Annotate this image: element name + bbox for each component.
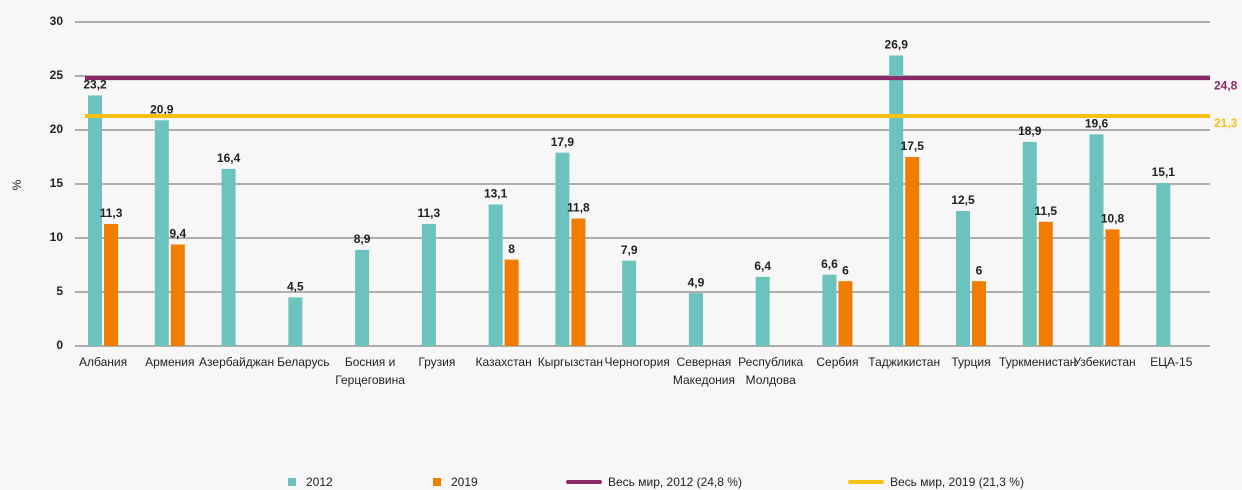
y-axis-label: % xyxy=(10,179,24,190)
data-label: 8 xyxy=(508,242,515,256)
x-tick-label: ЕЦА-15 xyxy=(1150,355,1193,369)
y-tick-label: 5 xyxy=(56,284,63,298)
bar xyxy=(488,204,503,346)
data-label: 13,1 xyxy=(484,187,508,201)
data-label: 8,9 xyxy=(354,232,371,246)
bar xyxy=(838,281,853,346)
x-tick-label: Босния и Герцеговина xyxy=(335,355,405,387)
bar xyxy=(1089,134,1104,346)
bar xyxy=(955,211,970,346)
data-label: 20,9 xyxy=(150,102,174,116)
bar xyxy=(288,297,303,346)
bar xyxy=(822,274,837,346)
data-label: 4,5 xyxy=(287,280,304,294)
x-tick-label: Кыргызстан xyxy=(538,355,603,369)
bar xyxy=(421,223,436,346)
x-tick-label: Албания xyxy=(79,355,127,369)
bar xyxy=(571,218,586,346)
y-tick-label: 15 xyxy=(50,176,64,190)
data-label: 16,4 xyxy=(217,151,241,165)
data-label: 11,3 xyxy=(418,206,441,220)
x-tick-label: Республика Молдова xyxy=(738,355,803,387)
data-label: 11,3 xyxy=(100,206,123,220)
x-tick-label: Армения xyxy=(145,355,194,369)
bar xyxy=(905,157,920,346)
bar xyxy=(221,168,236,346)
x-tick-label: Сербия xyxy=(816,355,858,369)
bar xyxy=(355,249,370,346)
data-label: 18,9 xyxy=(1018,124,1042,138)
bar xyxy=(971,281,986,346)
bar xyxy=(88,95,103,346)
legend-label: 2012 xyxy=(306,475,333,489)
reference-label: 24,8 xyxy=(1214,78,1238,92)
data-label: 6 xyxy=(976,263,983,277)
x-tick-label: Узбекистан xyxy=(1073,355,1135,369)
bar xyxy=(688,293,703,346)
bar xyxy=(755,276,770,346)
data-label: 6,4 xyxy=(754,259,771,273)
x-tick-label: Грузия xyxy=(418,355,455,369)
x-tick-label: Турция xyxy=(951,355,990,369)
bar xyxy=(1038,221,1053,346)
y-tick-label: 30 xyxy=(50,14,64,28)
x-tick-label: Туркменистан xyxy=(999,355,1076,369)
x-tick-label: Черногория xyxy=(605,355,670,369)
y-tick-label: 20 xyxy=(50,122,64,136)
y-tick-label: 25 xyxy=(50,68,64,82)
bar xyxy=(1105,229,1120,346)
data-label: 12,5 xyxy=(951,193,975,207)
x-tick-label: Казахстан xyxy=(476,355,532,369)
data-label: 11,8 xyxy=(567,201,590,215)
bar xyxy=(104,223,119,346)
data-label: 11,5 xyxy=(1034,204,1057,218)
x-tick-label: Таджикистан xyxy=(868,355,940,369)
data-label: 17,5 xyxy=(901,139,925,153)
data-label: 26,9 xyxy=(885,38,909,52)
bar xyxy=(622,260,637,346)
data-label: 19,6 xyxy=(1085,116,1109,130)
bar xyxy=(555,152,570,346)
bar xyxy=(170,244,185,346)
data-label: 9,4 xyxy=(169,227,186,241)
data-label: 10,8 xyxy=(1101,212,1125,226)
legend-label: Весь мир, 2019 (21,3 %) xyxy=(890,475,1024,489)
y-tick-label: 10 xyxy=(50,230,64,244)
legend-label: Весь мир, 2012 (24,8 %) xyxy=(608,475,742,489)
x-tick-label: Северная Македония xyxy=(673,355,735,387)
data-label: 23,2 xyxy=(83,78,107,92)
data-label: 7,9 xyxy=(621,243,638,257)
y-tick-label: 0 xyxy=(56,338,63,352)
data-label: 4,9 xyxy=(688,275,705,289)
bar xyxy=(889,55,904,346)
data-label: 15,1 xyxy=(1152,165,1176,179)
data-label: 6 xyxy=(842,263,849,277)
legend-label: 2019 xyxy=(451,475,478,489)
legend-swatch xyxy=(433,478,441,486)
data-label: 6,6 xyxy=(821,257,838,271)
bar xyxy=(1022,141,1037,346)
bar xyxy=(154,120,169,346)
bar xyxy=(1156,182,1171,346)
data-label: 17,9 xyxy=(551,135,575,149)
reference-label: 21,3 xyxy=(1214,116,1238,130)
x-tick-label: Азербайджан xyxy=(199,355,274,369)
legend-swatch xyxy=(288,478,296,486)
x-tick-label: Беларусь xyxy=(277,355,329,369)
bar xyxy=(504,259,519,346)
